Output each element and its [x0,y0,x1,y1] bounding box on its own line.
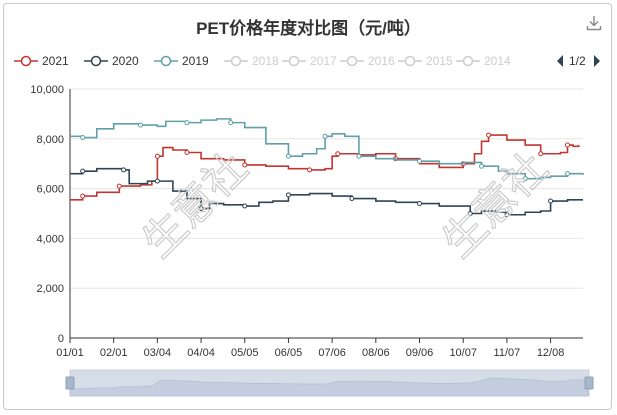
legend-symbol-icon [456,55,480,67]
data-point [417,158,423,164]
data-point [137,122,143,128]
data-point [198,206,204,212]
data-point [504,212,510,218]
data-point [184,149,190,155]
legend-symbol-icon [398,55,422,67]
data-point [335,151,341,157]
legend-item-2021[interactable]: 2021 [14,50,69,72]
data-point [467,211,473,216]
data-point [154,153,160,159]
legend-item-2015[interactable]: 2015 [398,50,453,72]
legend-item-2018[interactable]: 2018 [224,50,279,72]
data-point [486,132,492,138]
data-point [548,198,554,204]
data-point [80,135,86,141]
zoom-slider-selection [70,370,589,396]
x-tick-label: 05/05 [231,347,259,359]
legend-label: 2020 [112,54,139,68]
series-line-2020 [70,167,583,216]
y-tick-label: 10,000 [30,84,64,96]
zoom-slider-preview [69,377,590,397]
x-tick-label: 08/06 [362,347,390,359]
data-point [285,192,291,198]
legend-symbol-icon [282,55,306,67]
data-point [154,178,160,184]
data-point [121,167,127,173]
legend-symbol-icon [14,55,38,67]
chart-frame [3,3,612,410]
legend-label: 2014 [484,54,511,68]
x-tick-label: 02/01 [100,347,128,359]
data-point [242,203,248,209]
data-point [417,201,423,207]
x-tick-label: 09/06 [406,347,434,359]
x-tick-label: 03/04 [144,347,172,359]
legend-pager: 1/2 [555,52,602,70]
x-tick-label: 07/06 [318,347,346,359]
legend: 2021 2020 2019 2018 2017 2016 2015 2014 [0,50,555,72]
y-tick-label: 6,000 [36,184,64,196]
legend-label: 2016 [368,54,395,68]
y-tick-label: 2,000 [36,283,64,295]
legend-item-2019[interactable]: 2019 [154,50,209,72]
data-point [285,153,291,159]
legend-symbol-icon [224,55,248,67]
legend-label: 2021 [42,54,69,68]
x-tick-label: 06/05 [275,347,303,359]
x-tick-label: 01/01 [56,347,84,359]
zoom-slider-handle[interactable] [584,376,594,390]
legend-prev-icon[interactable] [555,54,565,68]
data-point [564,142,570,148]
chart-title: PET价格年度对比图（元/吨） [196,19,421,38]
data-point [80,193,86,199]
data-point [80,168,86,174]
watermark: 生意社 [434,144,556,266]
legend-page-indicator: 1/2 [569,54,586,68]
legend-symbol-icon [154,55,178,67]
data-point [322,133,328,139]
download-icon[interactable] [585,14,603,32]
zoom-slider-handle[interactable] [65,376,75,390]
y-tick-label: 8,000 [36,134,64,146]
y-tick-label: 0 [58,333,64,345]
legend-item-2016[interactable]: 2016 [340,50,395,72]
legend-symbol-icon [84,55,108,67]
data-point [564,171,570,177]
legend-item-2017[interactable]: 2017 [282,50,337,72]
x-tick-label: 11/07 [494,347,521,359]
data-point [184,120,190,126]
data-point [349,196,355,202]
data-point [522,176,528,182]
legend-label: 2017 [310,54,337,68]
legend-next-icon[interactable] [592,54,602,68]
legend-item-2014[interactable]: 2014 [456,50,511,72]
data-point [242,162,248,168]
legend-item-2020[interactable]: 2020 [84,50,139,72]
data-point [116,183,122,189]
legend-label: 2019 [182,54,209,68]
x-tick-label: 12/08 [537,347,565,359]
x-tick-label: 10/07 [449,347,477,359]
data-point [228,120,234,126]
data-point [307,167,313,173]
legend-label: 2018 [252,54,279,68]
legend-label: 2015 [426,54,453,68]
y-tick-label: 4,000 [36,233,64,245]
x-tick-label: 04/04 [187,347,215,359]
data-point [356,153,362,159]
data-point [479,163,485,169]
data-point [538,151,544,157]
legend-symbol-icon [340,55,364,67]
